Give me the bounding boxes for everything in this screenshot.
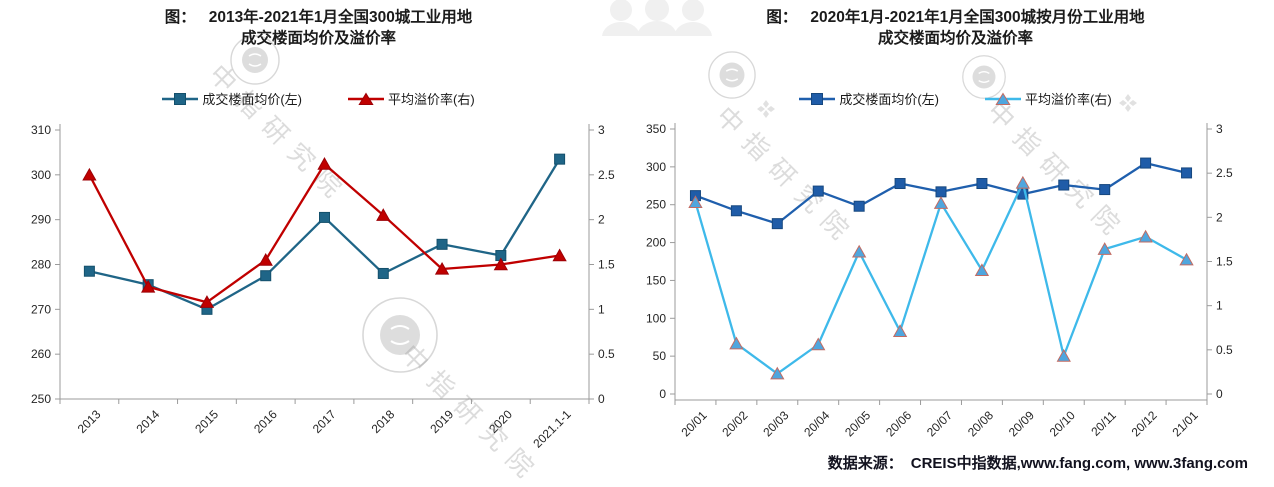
- svg-text:250: 250: [646, 198, 666, 212]
- data-source-line: 数据来源： CREIS中指数据,www.fang.com, www.3fang.c…: [828, 452, 1248, 473]
- svg-text:2015: 2015: [192, 407, 221, 436]
- svg-text:20/07: 20/07: [924, 408, 955, 439]
- triangle-marker-icon: [348, 92, 384, 106]
- svg-text:2021.1-1: 2021.1-1: [530, 407, 574, 451]
- svg-text:2020: 2020: [486, 407, 515, 436]
- svg-text:3: 3: [1216, 122, 1223, 136]
- svg-text:2017: 2017: [310, 407, 339, 436]
- svg-text:270: 270: [31, 302, 51, 316]
- svg-text:20/08: 20/08: [965, 408, 996, 439]
- svg-text:0.5: 0.5: [598, 347, 615, 361]
- svg-text:0.5: 0.5: [1216, 343, 1233, 357]
- svg-text:0: 0: [1216, 387, 1223, 401]
- legend-label: 成交楼面均价(左): [202, 92, 302, 107]
- legend-item-price: 成交楼面均价(左): [162, 89, 302, 108]
- chart-title-line2: 成交楼面均价及溢价率: [877, 30, 1033, 47]
- svg-text:2013: 2013: [75, 407, 104, 436]
- chart-title-line1: 图： 2020年1月-2021年1月全国300城按月份工业用地: [766, 9, 1145, 26]
- svg-text:21/01: 21/01: [1170, 408, 1201, 439]
- data-source-label: 数据来源：: [827, 455, 903, 472]
- legend: 成交楼面均价(左) 平均溢价率(右): [0, 89, 637, 108]
- chart-title-line1: 图： 2013年-2021年1月全国300城工业用地: [164, 9, 473, 26]
- svg-text:1: 1: [598, 302, 605, 316]
- legend-label: 平均溢价率(右): [388, 92, 475, 107]
- line-chart-left: 250 260 270 280 290 300 310 0 0.5 1 1.5 2 2.5 3 2013 20…: [31, 123, 615, 451]
- triangle-marker-icon: [985, 92, 1021, 106]
- svg-text:350: 350: [646, 122, 666, 136]
- svg-text:0: 0: [598, 392, 605, 406]
- figure-label: 图：: [164, 9, 196, 26]
- data-source-text: CREIS中指数据,www.fang.com, www.3fang.com: [910, 455, 1248, 472]
- chart-panel-right: 图： 2020年1月-2021年1月全国300城按月份工业用地 成交楼面均价及溢价…: [637, 0, 1274, 487]
- svg-text:50: 50: [653, 349, 667, 363]
- svg-text:1.5: 1.5: [1216, 255, 1233, 269]
- svg-text:20/11: 20/11: [1088, 408, 1119, 439]
- chart-title: 图： 2013年-2021年1月全国300城工业用地 成交楼面均价及溢价率: [0, 7, 637, 49]
- svg-text:1.5: 1.5: [598, 258, 615, 272]
- legend-item-price: 成交楼面均价(左): [799, 89, 939, 108]
- square-marker-icon: [162, 92, 199, 106]
- svg-text:2018: 2018: [369, 407, 398, 436]
- svg-text:20/01: 20/01: [678, 408, 709, 439]
- chart-panel-left: 图： 2013年-2021年1月全国300城工业用地 成交楼面均价及溢价率 成交楼…: [0, 7, 637, 451]
- svg-text:20/03: 20/03: [760, 408, 791, 439]
- svg-text:20/10: 20/10: [1047, 408, 1078, 439]
- figure-label: 图：: [766, 9, 798, 26]
- chart-title-line2: 成交楼面均价及溢价率: [240, 30, 396, 47]
- svg-text:250: 250: [31, 392, 51, 406]
- svg-text:300: 300: [31, 168, 51, 182]
- svg-text:150: 150: [646, 273, 666, 287]
- svg-text:0: 0: [659, 387, 666, 401]
- legend-label: 平均溢价率(右): [1025, 92, 1112, 107]
- svg-text:2: 2: [1216, 210, 1223, 224]
- svg-text:2: 2: [598, 213, 605, 227]
- svg-text:20/12: 20/12: [1129, 408, 1160, 439]
- svg-text:2014: 2014: [134, 407, 163, 436]
- svg-text:300: 300: [646, 160, 666, 174]
- svg-text:20/06: 20/06: [883, 408, 914, 439]
- svg-text:20/02: 20/02: [719, 408, 750, 439]
- svg-text:2019: 2019: [427, 407, 456, 436]
- legend-item-premium: 平均溢价率(右): [348, 89, 475, 108]
- square-marker-icon: [799, 92, 836, 106]
- svg-text:2016: 2016: [251, 407, 280, 436]
- svg-text:20/09: 20/09: [1006, 408, 1037, 439]
- svg-text:3: 3: [598, 123, 605, 137]
- line-chart-right: 0 50 100 150 200 250 300 350 0 0.5 1 1.5 2 2.5 3 20/01 2…: [646, 122, 1233, 439]
- svg-text:20/05: 20/05: [842, 408, 873, 439]
- svg-text:310: 310: [31, 123, 51, 137]
- svg-text:2.5: 2.5: [598, 168, 615, 182]
- svg-text:200: 200: [646, 236, 666, 250]
- svg-text:2.5: 2.5: [1216, 166, 1233, 180]
- svg-text:290: 290: [31, 213, 51, 227]
- chart-title: 图： 2020年1月-2021年1月全国300城按月份工业用地 成交楼面均价及溢价…: [637, 7, 1274, 49]
- svg-text:1: 1: [1216, 299, 1223, 313]
- legend-item-premium: 平均溢价率(右): [985, 89, 1112, 108]
- svg-text:100: 100: [646, 311, 666, 325]
- svg-text:260: 260: [31, 347, 51, 361]
- legend: 成交楼面均价(左) 平均溢价率(右): [637, 89, 1274, 108]
- legend-label: 成交楼面均价(左): [839, 92, 939, 107]
- svg-text:280: 280: [31, 258, 51, 272]
- svg-text:20/04: 20/04: [801, 408, 832, 439]
